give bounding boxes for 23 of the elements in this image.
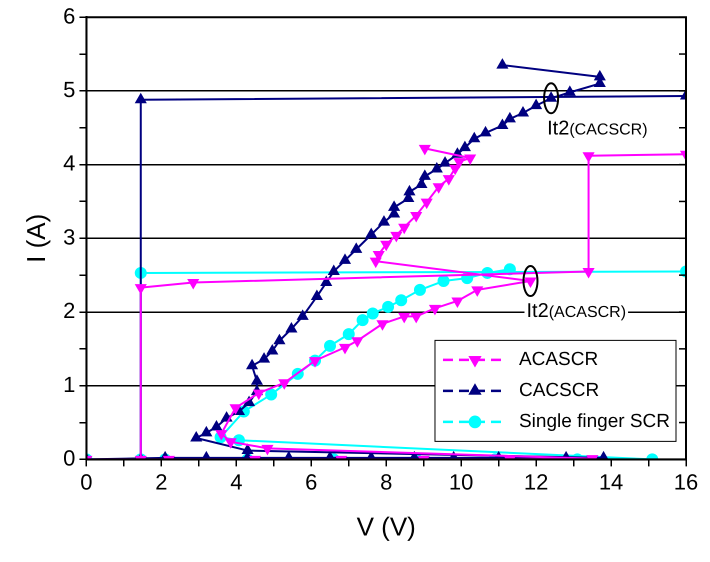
annotation: It2(CACSCR) xyxy=(547,117,648,140)
x-tick-label: 6 xyxy=(305,470,318,495)
x-axis-title: V (V) xyxy=(356,512,416,542)
x-tick-label: 10 xyxy=(448,470,474,495)
y-axis-title: I (A) xyxy=(20,214,51,263)
annotation: It2(ACASCR) xyxy=(526,300,626,322)
x-tick-label: 2 xyxy=(155,470,168,495)
legend-label: ACASCR xyxy=(518,349,598,370)
y-tick-label: 3 xyxy=(63,224,76,250)
y-tick-label: 4 xyxy=(63,150,76,176)
legend-label: CACSCR xyxy=(518,380,600,402)
y-tick-label: 0 xyxy=(63,445,76,470)
x-tick-label: 8 xyxy=(380,470,392,495)
x-tick-label: 12 xyxy=(524,470,548,495)
y-tick-label: 6 xyxy=(63,3,76,28)
y-tick-label: 2 xyxy=(63,298,76,324)
y-tick-label: 1 xyxy=(63,372,76,397)
x-tick-label: 14 xyxy=(598,470,624,495)
legend-label: Single finger SCR xyxy=(518,411,670,432)
x-tick-label: 0 xyxy=(80,470,93,495)
x-tick-label: 16 xyxy=(674,470,698,495)
y-tick-label: 5 xyxy=(63,76,76,102)
x-tick-label: 4 xyxy=(230,470,242,495)
